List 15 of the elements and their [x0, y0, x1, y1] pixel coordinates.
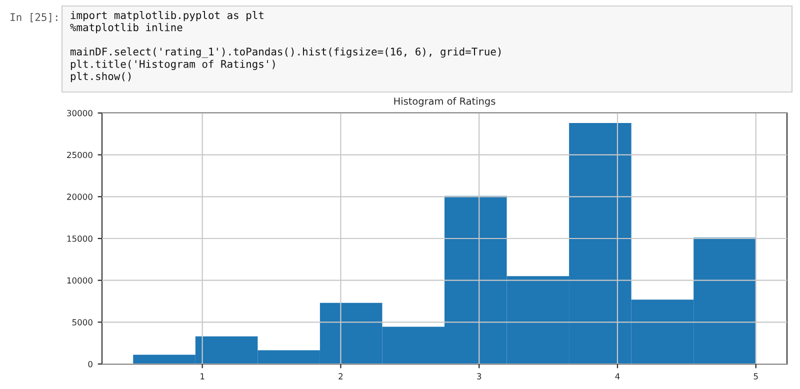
y-tick-label: 5000 [72, 319, 92, 326]
x-tick-label: 4 [615, 373, 620, 380]
y-tick-label: 0 [88, 360, 92, 368]
x-tick-label: 1 [200, 373, 204, 380]
y-tick-label: 10000 [67, 277, 92, 284]
chart-title: Histogram of Ratings [394, 97, 496, 107]
x-tick-label: 2 [338, 373, 343, 380]
x-tick-label: 5 [754, 373, 758, 380]
y-tick-label: 15000 [67, 235, 92, 242]
y-tick-label: 25000 [67, 152, 92, 158]
text: import matplotlib.pyplot as plt %matplotlib inline mainDF.select('rating_1').toPandas().hist(figsize=(16, 6), grid=True) plt.title('Histogram of Ratings') plt.show() [70, 11, 501, 82]
text: In [25]: [10, 12, 58, 22]
x-tick-label: 3 [477, 373, 482, 380]
y-tick-label: 20000 [67, 194, 92, 200]
y-tick-label: 30000 [67, 110, 92, 116]
